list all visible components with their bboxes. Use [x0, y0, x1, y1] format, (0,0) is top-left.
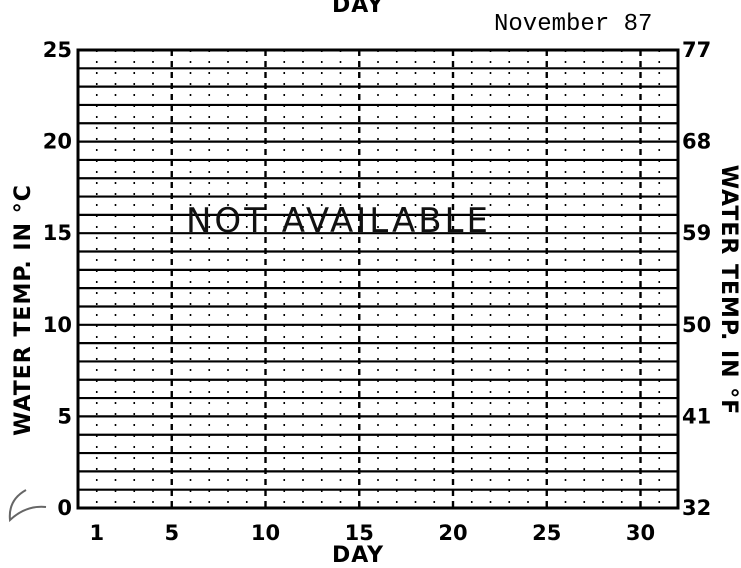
x-tick-label: 30 [626, 521, 655, 545]
y-axis-left-ticks: 0 5 10 15 20 25 [43, 38, 72, 520]
y-tick-label-left: 0 [57, 496, 72, 520]
x-tick-label: 10 [251, 521, 280, 545]
top-axis-label: DAY [332, 0, 384, 18]
x-tick-label: 5 [164, 521, 179, 545]
x-tick-label: 1 [89, 521, 104, 545]
y-tick-label-right: 41 [682, 404, 711, 428]
x-tick-label: 15 [345, 521, 374, 545]
plot-frame [76, 48, 680, 510]
y-axis-right-title: WATER TEMP. IN °F [716, 165, 741, 416]
y-tick-label-left: 10 [43, 313, 72, 337]
chart-grid [78, 50, 678, 508]
y-tick-label-left: 5 [57, 404, 72, 428]
y-axis-left-title: WATER TEMP. IN °C [11, 184, 36, 436]
y-tick-label-left: 25 [43, 38, 72, 62]
x-axis-title: DAY [332, 543, 384, 568]
x-tick-label: 20 [438, 521, 467, 545]
y-tick-label-right: 77 [682, 38, 711, 62]
scan-corner-mark [8, 489, 47, 523]
not-available-annotation: NOT AVAILABLE [186, 201, 491, 241]
y-tick-label-right: 59 [682, 221, 711, 245]
x-axis-ticks: 1 5 10 15 20 25 30 [89, 521, 655, 545]
y-tick-label-left: 15 [43, 221, 72, 245]
y-tick-label-right: 50 [682, 313, 711, 337]
y-axis-right-ticks: 32 41 50 59 68 77 [682, 38, 711, 520]
x-tick-label: 25 [532, 521, 561, 545]
y-tick-label-right: 68 [682, 130, 711, 154]
y-tick-label-right: 32 [682, 496, 711, 520]
y-tick-label-left: 20 [43, 130, 72, 154]
month-label: November 87 [494, 11, 652, 38]
